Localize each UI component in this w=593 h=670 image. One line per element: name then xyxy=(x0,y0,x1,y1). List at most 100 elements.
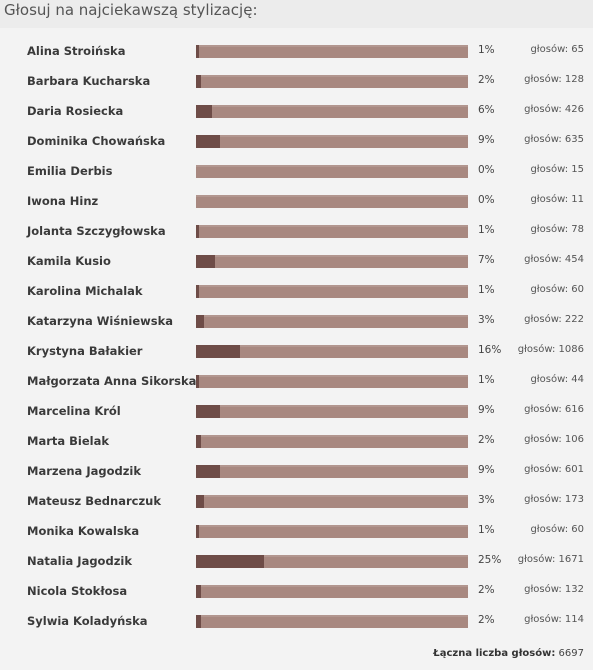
vote-bar-fill xyxy=(196,405,221,418)
poll-row[interactable]: Dominika Chowańska 9% głosów: 635 xyxy=(0,126,593,156)
vote-bar-fill xyxy=(196,315,205,328)
vote-percent: 6% xyxy=(478,104,495,116)
vote-percent: 1% xyxy=(478,44,495,56)
vote-bar xyxy=(196,105,468,118)
poll-row[interactable]: Iwona Hinz 0% głosów: 11 xyxy=(0,186,593,216)
vote-percent: 2% xyxy=(478,434,495,446)
vote-bar-fill xyxy=(196,345,240,358)
poll-row[interactable]: Marzena Jagodzik 9% głosów: 601 xyxy=(0,456,593,486)
poll-row[interactable]: Emilia Derbis 0% głosów: 15 xyxy=(0,156,593,186)
poll-row[interactable]: Marta Bielak 2% głosów: 106 xyxy=(0,426,593,456)
vote-bar xyxy=(196,345,468,358)
vote-bar xyxy=(196,135,468,148)
candidate-name: Marcelina Król xyxy=(27,404,121,418)
vote-count: głosów: 601 xyxy=(524,464,584,475)
vote-percent: 2% xyxy=(478,614,495,626)
vote-percent: 3% xyxy=(478,494,495,506)
vote-bar-fill xyxy=(196,255,216,268)
vote-bar xyxy=(196,585,468,598)
vote-bar xyxy=(196,555,468,568)
vote-percent: 9% xyxy=(478,464,495,476)
candidate-name: Karolina Michalak xyxy=(27,284,143,298)
candidate-name: Daria Rosiecka xyxy=(27,104,124,118)
vote-bar xyxy=(196,285,468,298)
vote-count: głosów: 454 xyxy=(524,254,584,265)
candidate-name: Monika Kowalska xyxy=(27,524,140,538)
candidate-name: Małgorzata Anna Sikorska xyxy=(27,374,197,388)
candidate-name: Barbara Kucharska xyxy=(27,74,151,88)
candidate-name: Dominika Chowańska xyxy=(27,134,166,148)
poll-row[interactable]: Alina Stroińska 1% głosów: 65 xyxy=(0,36,593,66)
vote-bar-fill xyxy=(196,375,199,388)
vote-bar-fill xyxy=(196,555,264,568)
vote-bar xyxy=(196,195,468,208)
candidate-name: Alina Stroińska xyxy=(27,44,126,58)
candidate-name: Krystyna Bałakier xyxy=(27,344,143,358)
poll-row[interactable]: Mateusz Bednarczuk 3% głosów: 173 xyxy=(0,486,593,516)
vote-bar xyxy=(196,465,468,478)
vote-count: głosów: 65 xyxy=(530,44,584,55)
vote-count: głosów: 173 xyxy=(524,494,584,505)
vote-bar xyxy=(196,315,468,328)
total-votes-label: Łączna liczba głosów: xyxy=(433,648,556,659)
vote-count: głosów: 15 xyxy=(530,164,584,175)
vote-bar xyxy=(196,375,468,388)
candidate-name: Katarzyna Wiśniewska xyxy=(27,314,174,328)
vote-bar xyxy=(196,225,468,238)
poll-row[interactable]: Katarzyna Wiśniewska 3% głosów: 222 xyxy=(0,306,593,336)
candidate-name: Emilia Derbis xyxy=(27,164,113,178)
vote-percent: 9% xyxy=(478,404,495,416)
poll-row[interactable]: Monika Kowalska 1% głosów: 60 xyxy=(0,516,593,546)
vote-bar xyxy=(196,615,468,628)
vote-count: głosów: 78 xyxy=(530,224,584,235)
poll-title: Głosuj na najciekawszą stylizację: xyxy=(4,1,258,19)
poll-row[interactable]: Małgorzata Anna Sikorska 1% głosów: 44 xyxy=(0,366,593,396)
vote-bar-fill xyxy=(196,495,205,508)
vote-count: głosów: 44 xyxy=(530,374,584,385)
poll-row[interactable]: Krystyna Bałakier 16% głosów: 1086 xyxy=(0,336,593,366)
poll-row[interactable]: Sylwia Koladyńska 2% głosów: 114 xyxy=(0,606,593,636)
vote-percent: 1% xyxy=(478,374,495,386)
poll-row[interactable]: Karolina Michalak 1% głosów: 60 xyxy=(0,276,593,306)
poll-row[interactable]: Nicola Stokłosa 2% głosów: 132 xyxy=(0,576,593,606)
vote-count: głosów: 128 xyxy=(524,74,584,85)
vote-bar-fill xyxy=(196,105,213,118)
vote-bar-fill xyxy=(196,465,221,478)
candidate-name: Nicola Stokłosa xyxy=(27,584,128,598)
vote-count: głosów: 132 xyxy=(524,584,584,595)
poll-row[interactable]: Natalia Jagodzik 25% głosów: 1671 xyxy=(0,546,593,576)
poll-panel: Alina Stroińska 1% głosów: 65 Barbara Kucha… xyxy=(0,28,593,670)
poll-row[interactable]: Jolanta Szczygłowska 1% głosów: 78 xyxy=(0,216,593,246)
vote-bar-fill xyxy=(196,225,199,238)
vote-count: głosów: 1086 xyxy=(517,344,584,355)
vote-bar xyxy=(196,435,468,448)
poll-row[interactable]: Daria Rosiecka 6% głosów: 426 xyxy=(0,96,593,126)
poll-row[interactable]: Marcelina Król 9% głosów: 616 xyxy=(0,396,593,426)
vote-count: głosów: 114 xyxy=(524,614,584,625)
poll-row[interactable]: Kamila Kusio 7% głosów: 454 xyxy=(0,246,593,276)
vote-count: głosów: 616 xyxy=(524,404,584,415)
candidate-name: Jolanta Szczygłowska xyxy=(27,224,166,238)
vote-percent: 2% xyxy=(478,584,495,596)
vote-bar-fill xyxy=(196,615,202,628)
vote-bar xyxy=(196,75,468,88)
vote-bar-fill xyxy=(196,135,221,148)
candidate-name: Marta Bielak xyxy=(27,434,109,448)
candidate-name: Marzena Jagodzik xyxy=(27,464,142,478)
vote-bar-fill xyxy=(196,525,199,538)
vote-count: głosów: 11 xyxy=(530,194,584,205)
vote-bar-fill xyxy=(196,285,199,298)
vote-bar xyxy=(196,255,468,268)
vote-count: głosów: 635 xyxy=(524,134,584,145)
candidate-name: Iwona Hinz xyxy=(27,194,99,208)
vote-percent: 0% xyxy=(478,164,495,176)
poll-row[interactable]: Barbara Kucharska 2% głosów: 128 xyxy=(0,66,593,96)
vote-bar-fill xyxy=(196,585,202,598)
poll-results-list: Alina Stroińska 1% głosów: 65 Barbara Kucha… xyxy=(0,36,593,636)
vote-bar xyxy=(196,45,468,58)
candidate-name: Kamila Kusio xyxy=(27,254,111,268)
total-votes: Łączna liczba głosów: 6697 xyxy=(433,648,584,659)
vote-count: głosów: 60 xyxy=(530,284,584,295)
vote-bar xyxy=(196,405,468,418)
vote-count: głosów: 426 xyxy=(524,104,584,115)
